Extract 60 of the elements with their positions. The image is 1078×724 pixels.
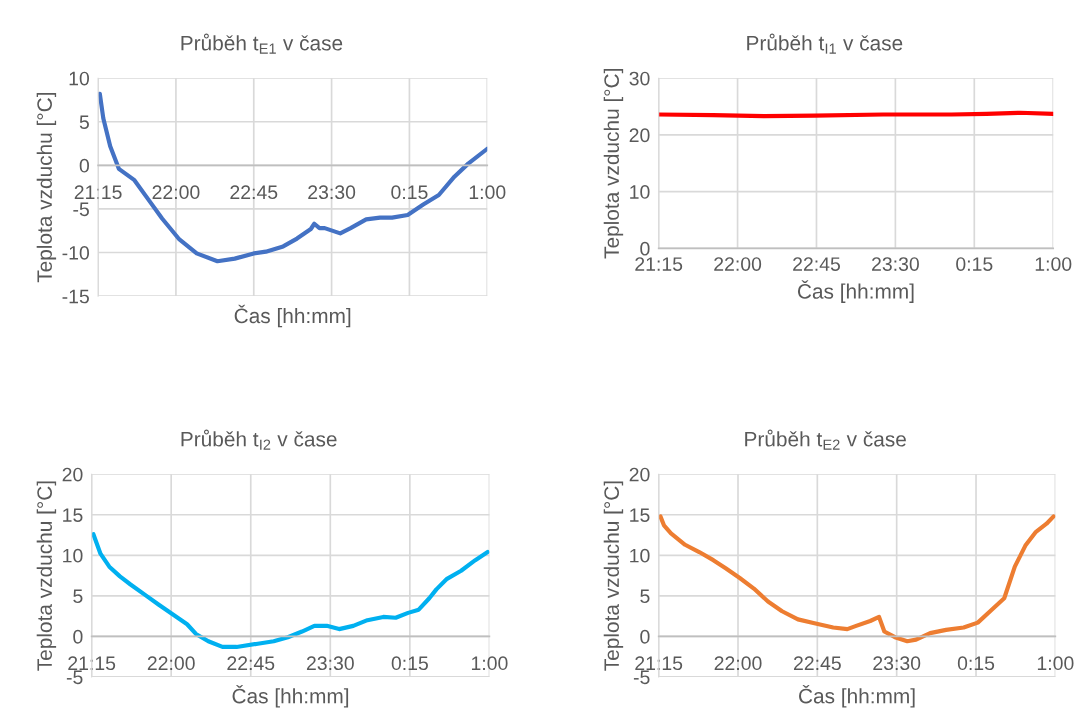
y-tick-label: 0	[640, 629, 650, 644]
y-tick-label: 20	[62, 467, 83, 482]
x-axis-title: Čas [hh:mm]	[234, 304, 351, 328]
x-tick-label: 21:15	[68, 656, 116, 671]
y-tick-label: 5	[640, 589, 650, 604]
x-tick-label: 21:15	[74, 185, 122, 200]
chart-title: Průběh t$_{I2}$ v čase	[181, 429, 337, 450]
x-tick-label: 22:45	[230, 185, 278, 200]
x-tick-label: 22:00	[147, 656, 195, 671]
line-series	[658, 514, 1056, 644]
x-tick-label: 1:00	[471, 656, 508, 671]
y-tick-label: -15	[62, 289, 89, 304]
y-tick-label: 0	[79, 158, 90, 173]
x-tick-label: 22:45	[793, 656, 841, 671]
y-tick-label: -5	[66, 670, 83, 685]
chart-title: Průběh t$_{E1}$ v čase	[181, 33, 343, 54]
x-tick-label: 0:15	[957, 656, 995, 671]
y-axis-title: Teplota vzduchu [°C]	[36, 92, 57, 283]
y-tick-label: 10	[630, 548, 650, 563]
y-axis-title: Teplota vzduchu [°C]	[603, 69, 624, 259]
y-tick-label: -5	[633, 670, 650, 685]
x-tick-label: 22:00	[714, 257, 762, 271]
x-tick-label: 23:30	[308, 185, 356, 200]
y-tick-label: 20	[629, 128, 650, 143]
x-tick-label: 0:15	[956, 257, 993, 271]
x-tick-label: 22:00	[714, 656, 762, 671]
y-tick-label: 30	[629, 71, 650, 86]
y-tick-label: 15	[63, 508, 83, 522]
y-tick-label: 5	[73, 589, 83, 604]
x-tick-label: 23:30	[873, 656, 921, 671]
x-tick-label: 22:00	[152, 185, 200, 200]
chart-title: Průběh t$_{I1}$ v čase	[747, 33, 903, 54]
x-tick-label: 23:30	[872, 257, 919, 271]
x-tick-label: 21:15	[635, 257, 683, 271]
line-series	[91, 532, 490, 650]
y-tick-label: 5	[79, 115, 89, 130]
y-tick-label: 20	[629, 467, 650, 482]
y-tick-label: 10	[69, 71, 90, 86]
x-tick-label: 0:15	[391, 656, 428, 671]
x-tick-label: 22:45	[227, 656, 275, 671]
y-tick-label: 0	[73, 629, 83, 644]
x-axis-title: Čas [hh:mm]	[232, 685, 349, 708]
y-tick-label: -10	[62, 246, 90, 260]
y-axis-title: Teplota vzduchu [°C]	[603, 481, 624, 671]
x-axis-title: Čas [hh:mm]	[799, 685, 915, 708]
x-tick-label: 1:00	[1035, 257, 1072, 271]
y-tick-label: 0	[640, 241, 650, 256]
x-tick-label: 1:00	[1037, 656, 1074, 671]
y-tick-label: 10	[630, 185, 650, 199]
y-tick-label: 15	[630, 508, 650, 522]
x-tick-label: 1:00	[469, 185, 506, 200]
x-tick-label: 21:15	[635, 656, 683, 671]
x-tick-label: 0:15	[391, 185, 428, 200]
x-axis-title: Čas [hh:mm]	[797, 280, 914, 303]
y-tick-label: -5	[73, 202, 89, 217]
y-axis-title: Teplota vzduchu [°C]	[36, 481, 57, 671]
x-tick-label: 23:30	[306, 656, 354, 671]
y-tick-label: 10	[63, 548, 83, 563]
x-tick-label: 22:45	[793, 257, 840, 271]
chart-title: Průběh t$_{E2}$ v čase	[745, 429, 906, 450]
